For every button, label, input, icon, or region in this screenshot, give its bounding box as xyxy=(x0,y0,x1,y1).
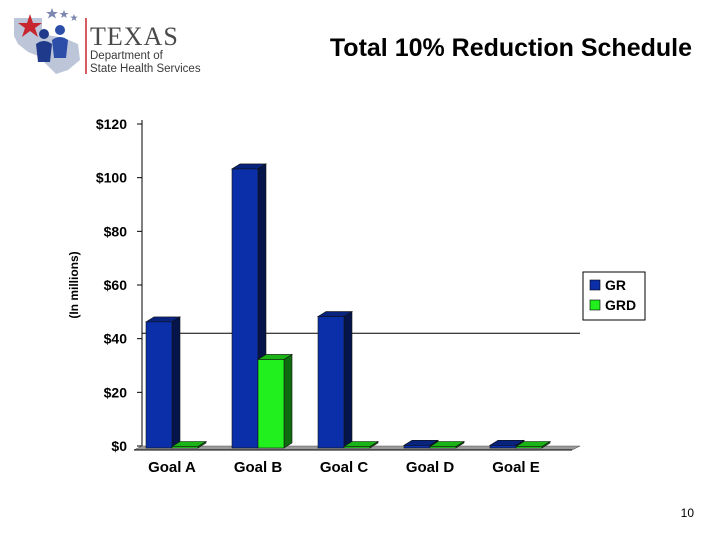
legend-label-grd: GRD xyxy=(605,297,636,313)
bar-side-gr xyxy=(171,316,181,449)
bar-grd-goal-e xyxy=(515,446,543,449)
bar-gr-goal-d xyxy=(403,445,431,449)
logo-emblem-icon xyxy=(14,8,87,74)
bar-gr-goal-c xyxy=(317,316,345,449)
bar-grd-goal-a xyxy=(171,446,199,449)
logo-agency-text: State Health Services xyxy=(90,63,201,75)
legend-label-gr: GR xyxy=(605,277,626,293)
logo-texas-text: TEXAS xyxy=(90,22,179,51)
page-number: 10 xyxy=(680,506,694,520)
x-tick-label: Goal E xyxy=(492,459,540,476)
logo-department-text: Department of xyxy=(90,50,163,62)
y-tick-label: $40 xyxy=(104,331,128,347)
bar-grd-goal-b xyxy=(257,359,285,449)
bar-gr-goal-b xyxy=(231,168,259,449)
legend-swatch-gr xyxy=(589,279,601,291)
slide-title: Total 10% Reduction Schedule xyxy=(329,34,692,62)
x-tick-label: Goal A xyxy=(148,459,196,476)
bar-gr-goal-a xyxy=(145,321,173,449)
bar-gr-goal-e xyxy=(489,445,517,449)
y-axis-label: (In millions) xyxy=(67,251,81,318)
x-tick-label: Goal C xyxy=(320,459,369,476)
y-tick-label: $120 xyxy=(96,116,127,132)
bar-side-gr xyxy=(343,310,353,449)
y-tick-label: $100 xyxy=(96,170,127,186)
y-tick-label: $20 xyxy=(104,384,128,400)
y-tick-label: $60 xyxy=(104,277,128,293)
bar-grd-goal-d xyxy=(429,446,457,449)
dshs-logo: TEXAS Department of State Health Service… xyxy=(8,4,208,76)
y-tick-label: $80 xyxy=(104,223,128,239)
bar-grd-goal-c xyxy=(343,446,371,449)
x-tick-label: Goal B xyxy=(234,459,283,476)
bar-side-grd xyxy=(283,353,293,449)
y-tick-label: $0 xyxy=(111,438,127,454)
x-tick-label: Goal D xyxy=(406,459,455,476)
legend-swatch-grd xyxy=(589,299,601,311)
